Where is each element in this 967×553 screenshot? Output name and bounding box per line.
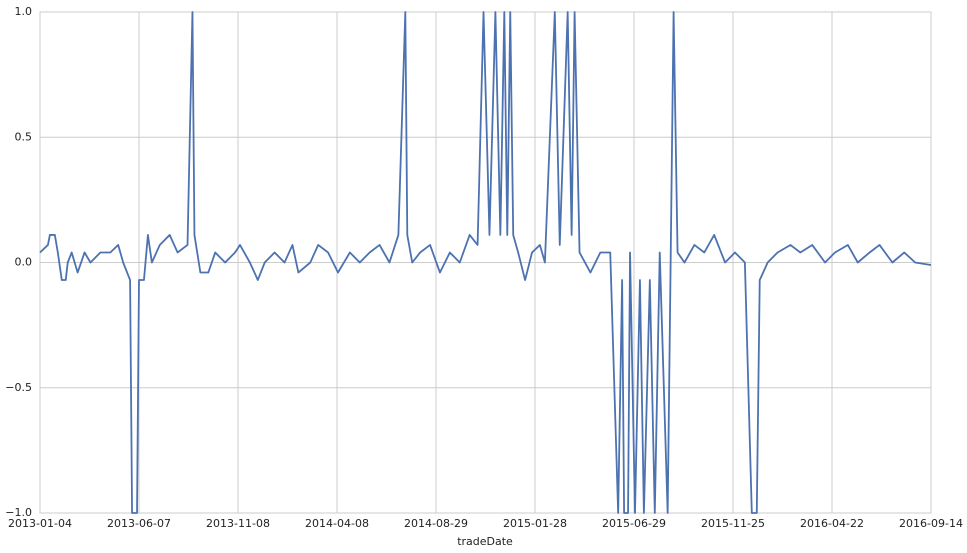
x-tick-label: 2013-06-07 [107, 517, 171, 530]
y-tick-label: 1.0 [15, 5, 33, 18]
x-tick-label: 2014-08-29 [404, 517, 468, 530]
x-tick-label: 2015-11-25 [701, 517, 765, 530]
plot-frame [39, 11, 932, 514]
x-tick-label: 2014-04-08 [305, 517, 369, 530]
y-tick-label: 0.0 [15, 256, 33, 269]
x-tick-label: 2013-11-08 [206, 517, 270, 530]
x-tick-label: 2016-04-22 [800, 517, 864, 530]
y-tick-label: 0.5 [15, 130, 33, 143]
x-tick-label: 2015-06-29 [602, 517, 666, 530]
y-tick-label: −0.5 [5, 381, 32, 394]
x-tick-label: 2016-09-14 [899, 517, 963, 530]
x-tick-label: 2015-01-28 [503, 517, 567, 530]
x-axis-label: tradeDate [457, 535, 513, 548]
x-tick-label: 2013-01-04 [8, 517, 72, 530]
y-tick-label: −1.0 [5, 506, 32, 519]
data-line [39, 11, 932, 514]
